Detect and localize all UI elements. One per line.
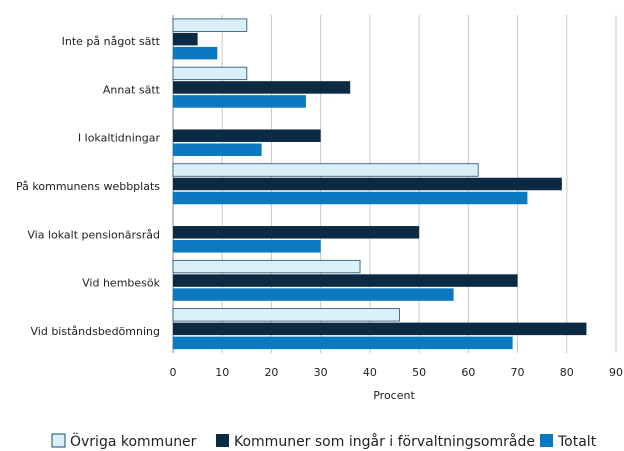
bar — [173, 191, 528, 205]
x-axis-label: Procent — [373, 389, 415, 402]
x-tick-label: 10 — [215, 366, 229, 379]
x-tick-label: 30 — [314, 366, 328, 379]
bar — [173, 95, 306, 108]
x-tick-label: 0 — [170, 366, 177, 379]
y-tick-label: Inte på något sätt — [62, 35, 161, 48]
legend-label: Övriga kommuner — [70, 432, 197, 450]
bar — [173, 322, 587, 336]
bar — [173, 240, 321, 253]
bar — [173, 336, 513, 350]
y-tick-label: I lokaltidningar — [78, 132, 161, 145]
bar — [172, 259, 361, 274]
bar — [172, 66, 248, 81]
bar — [173, 32, 198, 46]
x-tick-label: 80 — [560, 366, 574, 379]
bar — [173, 143, 262, 156]
y-tick-label: Via lokalt pensionärsråd — [27, 228, 160, 241]
bar — [173, 288, 454, 301]
legend-label: Totalt — [557, 434, 597, 450]
legend-swatch — [216, 434, 229, 447]
y-tick-label: Annat sätt — [103, 83, 161, 96]
x-tick-label: 20 — [264, 366, 278, 379]
y-tick-label: Vid hembesök — [82, 277, 160, 290]
legend-swatch — [540, 434, 553, 447]
x-tick-label: 90 — [609, 366, 623, 379]
bar — [173, 274, 518, 287]
x-tick-label: 40 — [363, 366, 377, 379]
legend-swatch — [51, 433, 66, 448]
bar — [172, 308, 400, 322]
x-tick-label: 50 — [412, 366, 426, 379]
bar — [172, 163, 479, 177]
bar — [173, 177, 562, 191]
bar — [172, 18, 248, 32]
legend-label: Kommuner som ingår i förvaltningsområde — [234, 433, 535, 450]
y-tick-label: På kommunens webbplats — [16, 180, 160, 193]
y-tick-label: Vid biståndsbedömning — [31, 325, 161, 338]
bar — [173, 81, 351, 94]
x-tick-label: 60 — [461, 366, 475, 379]
x-tick-label: 70 — [511, 366, 525, 379]
bar — [173, 226, 420, 239]
bar — [173, 129, 321, 142]
bar — [173, 46, 218, 60]
